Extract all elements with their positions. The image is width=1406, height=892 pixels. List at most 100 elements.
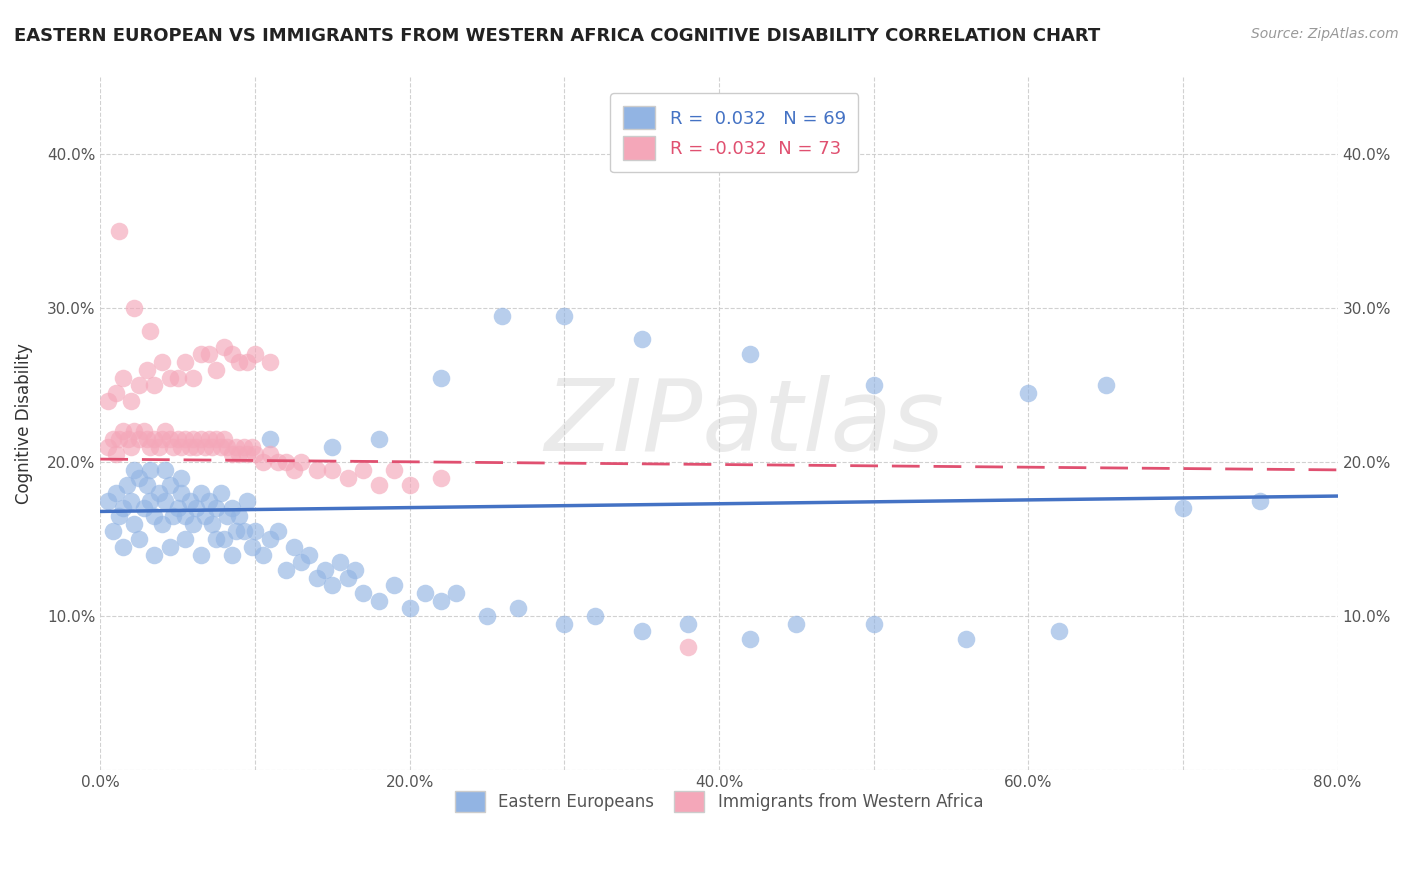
Point xyxy=(305,571,328,585)
Point xyxy=(382,463,405,477)
Point xyxy=(159,432,181,446)
Point xyxy=(1047,624,1070,639)
Point xyxy=(197,493,219,508)
Point xyxy=(444,586,467,600)
Point xyxy=(298,548,321,562)
Point xyxy=(194,509,217,524)
Point xyxy=(367,478,389,492)
Point xyxy=(475,609,498,624)
Point xyxy=(352,463,374,477)
Point xyxy=(429,470,451,484)
Point xyxy=(190,432,212,446)
Point xyxy=(112,425,135,439)
Point xyxy=(630,332,652,346)
Point xyxy=(221,548,243,562)
Point xyxy=(1017,386,1039,401)
Point xyxy=(259,448,281,462)
Point xyxy=(228,509,250,524)
Point xyxy=(252,548,274,562)
Point xyxy=(382,578,405,592)
Point xyxy=(181,432,204,446)
Y-axis label: Cognitive Disability: Cognitive Disability xyxy=(15,343,32,504)
Point xyxy=(104,386,127,401)
Point xyxy=(112,540,135,554)
Point xyxy=(553,309,575,323)
Point xyxy=(194,440,217,454)
Point xyxy=(186,440,208,454)
Point xyxy=(155,425,177,439)
Point xyxy=(97,440,120,454)
Point xyxy=(143,509,166,524)
Point xyxy=(205,532,228,546)
Point xyxy=(166,432,188,446)
Point xyxy=(413,586,436,600)
Point xyxy=(162,440,184,454)
Point xyxy=(101,524,124,539)
Point xyxy=(112,501,135,516)
Point xyxy=(243,347,266,361)
Point xyxy=(97,393,120,408)
Point xyxy=(190,347,212,361)
Point xyxy=(117,432,139,446)
Point xyxy=(170,486,193,500)
Point xyxy=(166,501,188,516)
Point xyxy=(236,448,259,462)
Point xyxy=(124,516,146,531)
Point xyxy=(283,463,305,477)
Point xyxy=(785,616,807,631)
Point xyxy=(181,370,204,384)
Point xyxy=(205,363,228,377)
Point xyxy=(283,540,305,554)
Point xyxy=(367,432,389,446)
Point xyxy=(259,532,281,546)
Point xyxy=(955,632,977,647)
Point xyxy=(179,440,201,454)
Point xyxy=(267,455,290,469)
Point xyxy=(150,432,173,446)
Point xyxy=(221,448,243,462)
Point xyxy=(209,440,232,454)
Point xyxy=(120,393,142,408)
Point xyxy=(267,524,290,539)
Point xyxy=(398,478,420,492)
Point xyxy=(181,516,204,531)
Point xyxy=(108,432,131,446)
Point xyxy=(132,501,155,516)
Point xyxy=(139,463,162,477)
Point xyxy=(583,609,606,624)
Point xyxy=(274,455,297,469)
Point xyxy=(186,501,208,516)
Point xyxy=(676,616,699,631)
Point xyxy=(217,509,239,524)
Point xyxy=(135,478,157,492)
Point xyxy=(225,440,247,454)
Point xyxy=(201,440,224,454)
Point xyxy=(124,425,146,439)
Point xyxy=(259,355,281,369)
Point xyxy=(128,532,150,546)
Point xyxy=(159,478,181,492)
Point xyxy=(170,470,193,484)
Point xyxy=(201,516,224,531)
Point xyxy=(159,370,181,384)
Point xyxy=(135,363,157,377)
Point xyxy=(274,563,297,577)
Point xyxy=(104,486,127,500)
Point xyxy=(305,463,328,477)
Point xyxy=(179,493,201,508)
Point xyxy=(236,493,259,508)
Point xyxy=(97,493,120,508)
Point xyxy=(101,432,124,446)
Point xyxy=(124,463,146,477)
Point xyxy=(314,563,336,577)
Point xyxy=(259,432,281,446)
Point xyxy=(148,486,170,500)
Point xyxy=(862,378,884,392)
Point xyxy=(252,455,274,469)
Point xyxy=(336,470,359,484)
Point xyxy=(174,532,197,546)
Point xyxy=(108,224,131,238)
Point xyxy=(159,540,181,554)
Point xyxy=(143,378,166,392)
Point xyxy=(228,448,250,462)
